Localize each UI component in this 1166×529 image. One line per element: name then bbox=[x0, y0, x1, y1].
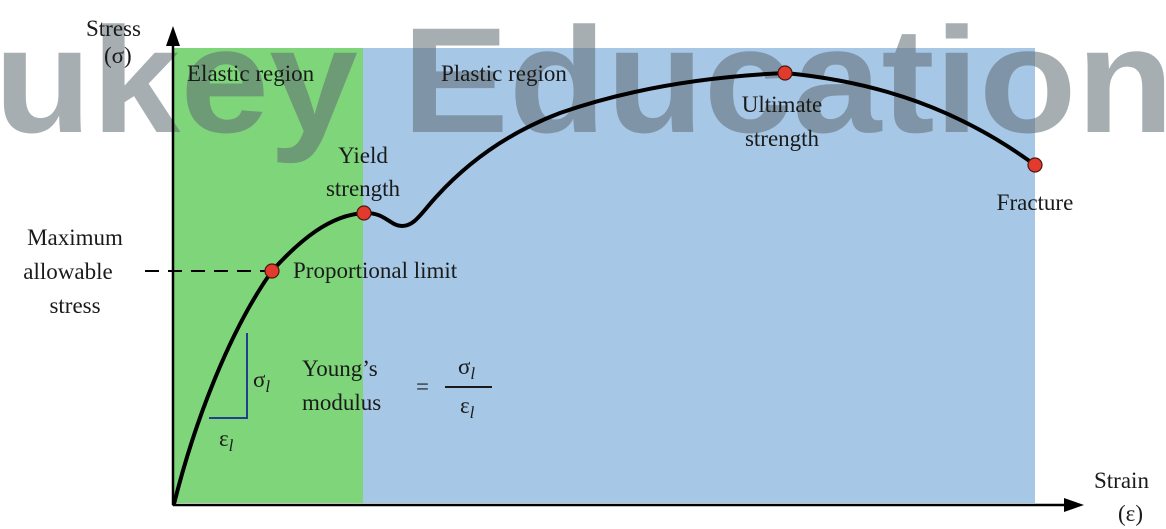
elastic-region-label: Elastic region bbox=[187, 61, 315, 86]
youngs-modulus-label-line1: Young’s bbox=[302, 356, 378, 381]
watermark: ukey Education bbox=[0, 0, 1166, 164]
max-allowable-stress-line2: allowable bbox=[23, 259, 112, 284]
fracture-point bbox=[1027, 157, 1043, 173]
max-allowable-stress-line3: stress bbox=[49, 293, 100, 318]
youngs-modulus-equals: = bbox=[416, 374, 429, 399]
yield-strength-point bbox=[356, 205, 372, 221]
plastic-region-area bbox=[363, 48, 1035, 503]
ultimate-strength-label-line2: strength bbox=[745, 126, 820, 151]
proportional-limit-label: Proportional limit bbox=[293, 258, 458, 283]
y-axis bbox=[166, 26, 180, 505]
fracture-label: Fracture bbox=[997, 190, 1074, 215]
y-axis-label-line1: Stress bbox=[86, 16, 141, 41]
youngs-modulus-denominator: εl bbox=[460, 393, 475, 422]
triangle-epsilon-label: εl bbox=[219, 426, 234, 455]
x-axis bbox=[173, 498, 1084, 512]
proportional-limit-point bbox=[264, 263, 280, 279]
triangle-sigma-label: σl bbox=[253, 367, 270, 396]
youngs-modulus-label-line2: modulus bbox=[302, 390, 381, 415]
yield-strength-label-line1: Yield bbox=[338, 143, 388, 168]
x-axis-arrowhead bbox=[1064, 498, 1084, 512]
youngs-modulus-numerator: σl bbox=[458, 354, 475, 383]
x-axis-label-line2: (ε) bbox=[1118, 501, 1143, 526]
ultimate-strength-label-line1: Ultimate bbox=[742, 92, 822, 117]
y-axis-label-line2: (σ) bbox=[104, 43, 132, 68]
modulus-slope-triangle bbox=[209, 333, 248, 419]
plastic-region-label: Plastic region bbox=[441, 61, 567, 86]
yield-strength-label-line2: strength bbox=[326, 176, 401, 201]
y-axis-arrowhead bbox=[166, 26, 180, 46]
max-allowable-stress-line1: Maximum bbox=[27, 225, 123, 250]
ultimate-strength-point bbox=[777, 65, 793, 81]
x-axis-label-line1: Strain bbox=[1094, 468, 1149, 493]
